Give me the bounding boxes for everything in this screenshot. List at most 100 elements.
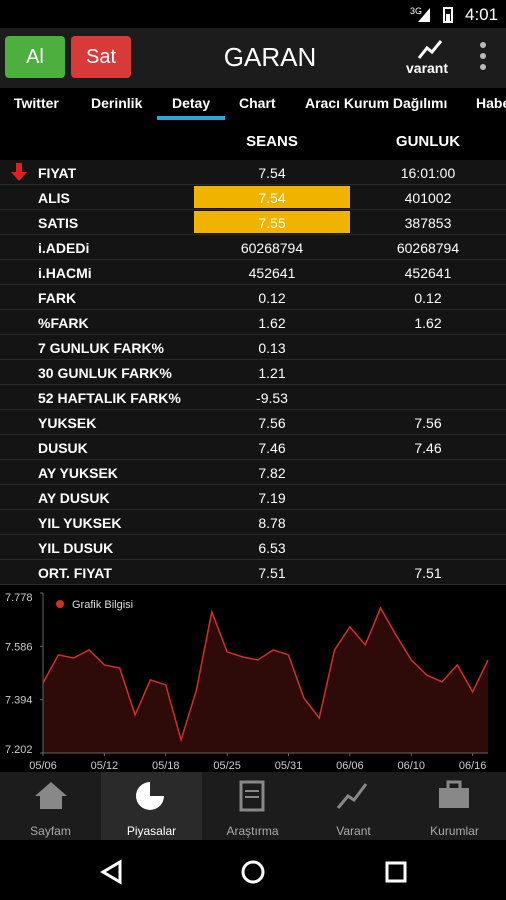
- seans-value: 7.82: [258, 465, 286, 481]
- seans-value: 0.12: [258, 290, 286, 306]
- clock: 4:01: [465, 5, 499, 24]
- nav-icon: [35, 782, 67, 809]
- row-label: i.HACMi: [38, 265, 92, 281]
- nav-item[interactable]: Sayfam: [0, 772, 101, 840]
- nav-label: Piyasalar: [126, 824, 177, 838]
- row-label: SATIS: [38, 215, 79, 231]
- table-row: ALIS 7.54 401002: [0, 185, 506, 210]
- tab[interactable]: Twitter: [14, 95, 59, 111]
- tab[interactable]: Detay: [172, 95, 211, 111]
- x-tick-label: 06/16: [459, 760, 487, 772]
- table-row: FARK 0.12 0.12: [0, 285, 506, 310]
- menu[interactable]: [478, 40, 488, 74]
- nav-icon: [136, 782, 164, 810]
- row-label: AY YUKSEK: [38, 465, 118, 481]
- legend-marker: [56, 600, 64, 608]
- system-nav: [0, 840, 506, 900]
- row-label: FARK: [38, 290, 77, 306]
- gunluk-value: 7.46: [414, 440, 442, 456]
- column-header: SEANS: [246, 133, 298, 150]
- status-icons: [418, 7, 453, 23]
- system-buttons[interactable]: [0, 840, 506, 900]
- seans-value: 7.54: [258, 165, 286, 181]
- x-tick-label: 06/10: [398, 760, 426, 772]
- row-label: YUKSEK: [38, 415, 97, 431]
- row-label: AY DUSUK: [38, 490, 110, 506]
- seans-value: 7.19: [258, 490, 286, 506]
- x-tick-label: 05/12: [91, 760, 119, 772]
- highlight: [194, 186, 350, 208]
- x-tick-label: 06/06: [336, 760, 364, 772]
- nav-label: Kurumlar: [430, 824, 479, 838]
- table-row: SATIS 7.55 387853: [0, 210, 506, 235]
- nav-label: Araştırma: [226, 824, 279, 838]
- status-bar: 3G 4:01: [0, 0, 506, 28]
- highlight: [194, 211, 350, 233]
- nav-item[interactable]: Varant: [303, 772, 404, 840]
- nav-item[interactable]: Araştırma: [202, 772, 303, 840]
- gunluk-value: 16:01:00: [400, 165, 456, 181]
- nav-icon: [239, 780, 265, 812]
- seans-value: 7.46: [258, 440, 286, 456]
- line: [42, 606, 489, 743]
- nav-item[interactable]: Piyasalar: [101, 772, 202, 840]
- gunluk-value: 452641: [404, 265, 452, 281]
- table-row: FIYAT 7.54 16:01:00: [0, 160, 506, 185]
- seans-value: 60268794: [240, 240, 304, 256]
- buy-button[interactable]: Al: [5, 36, 65, 78]
- seans-value: 7.51: [258, 565, 286, 581]
- seans-value: 1.62: [258, 315, 286, 331]
- header: Al Sat GARAN varant: [0, 28, 506, 88]
- tab[interactable]: Derinlik: [91, 95, 143, 111]
- nav-icon: [336, 783, 368, 809]
- column-header: GUNLUK: [395, 133, 461, 150]
- row-label: ALIS: [38, 190, 70, 206]
- nav-label: Sayfam: [30, 824, 71, 838]
- seans-value: 7.54: [258, 190, 286, 206]
- gunluk-value: 401002: [404, 190, 452, 206]
- row-label: 52 HAFTALIK FARK%: [38, 390, 181, 406]
- row-label: 30 GUNLUK FARK%: [38, 365, 172, 381]
- chart: 7.202 7.394 7.586 7.778 05/06 05/12 05/18 05/25…: [5, 592, 489, 772]
- table-row: i.ADEDi 60268794 60268794: [0, 235, 506, 260]
- table-row: YUKSEK 7.56 7.56: [0, 410, 506, 435]
- y-tick-label: 7.202: [5, 744, 33, 756]
- down-arrow: [11, 163, 27, 181]
- nav-item[interactable]: Kurumlar: [404, 772, 505, 840]
- area: [43, 608, 488, 753]
- table-row: YIL DUSUK 6.53: [0, 535, 506, 560]
- row-label: FIYAT: [38, 165, 77, 181]
- tab[interactable]: Aracı Kurum Dağılımı: [305, 95, 448, 111]
- tab[interactable]: Chart: [239, 95, 276, 111]
- varant-icon: [417, 40, 443, 59]
- table-row: YIL YUKSEK 8.78: [0, 510, 506, 535]
- gunluk-value: 60268794: [396, 240, 460, 256]
- table-row: ORT. FIYAT 7.51 7.51: [0, 560, 506, 585]
- seans-value: 6.53: [258, 540, 286, 556]
- table-row: 30 GUNLUK FARK% 1.21: [0, 360, 506, 385]
- x-tick-label: 05/06: [29, 760, 57, 772]
- gunluk-value: 0.12: [414, 290, 442, 306]
- bottom-nav: Sayfam Piyasalar Araştırma Varant Kurumlar: [0, 772, 506, 840]
- seans-value: 8.78: [258, 515, 286, 531]
- row-label: ORT. FIYAT: [38, 565, 112, 581]
- y-tick-label: 7.394: [5, 695, 33, 707]
- table-header: SEANS GUNLUK: [0, 122, 506, 160]
- table-row: AY DUSUK 7.19: [0, 485, 506, 510]
- nav-label: Varant: [336, 824, 371, 838]
- x-tick-label: 05/18: [152, 760, 180, 772]
- gunluk-value: 387853: [404, 215, 452, 231]
- sell-button[interactable]: Sat: [71, 36, 131, 78]
- x-tick-label: 05/31: [275, 760, 303, 772]
- brand[interactable]: varant: [406, 60, 449, 76]
- network: 3G: [410, 6, 423, 16]
- row-label: YIL YUKSEK: [38, 515, 122, 531]
- y-tick-label: 7.586: [5, 641, 33, 653]
- nav-icon: [439, 780, 469, 808]
- gunluk-value: 7.51: [414, 565, 442, 581]
- tab[interactable]: Habe: [476, 95, 506, 111]
- seans-value: 452641: [248, 265, 296, 281]
- gunluk-value: 7.56: [414, 415, 442, 431]
- row-label: DUSUK: [38, 440, 88, 456]
